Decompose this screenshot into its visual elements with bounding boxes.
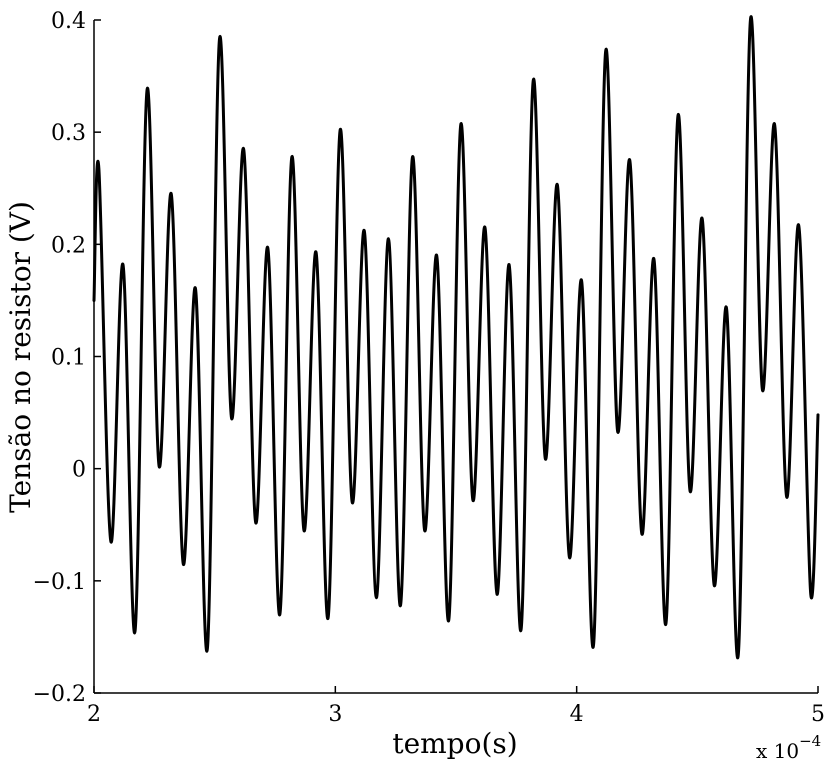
y-tick-label: 0 (72, 458, 86, 483)
y-tick-label: 0.2 (51, 233, 86, 258)
x-tick-label: 4 (570, 702, 584, 727)
y-tick-label: −0.2 (33, 682, 86, 707)
x-tick-label: 3 (328, 702, 342, 727)
y-axis-label: Tensão no resistor (V) (4, 201, 37, 513)
series-line (92, 15, 820, 660)
x-axis-multiplier-exponent: −4 (799, 732, 821, 750)
tick-marks (93, 19, 819, 694)
y-tick-labels: −0.2 −0.1 0 0.1 0.2 0.3 0.4 (33, 9, 86, 707)
x-tick-label: 5 (811, 702, 825, 727)
x-axis-label: tempo(s) (392, 727, 517, 760)
x-tick-label: 2 (87, 702, 101, 727)
y-tick-label: −0.1 (33, 570, 86, 595)
x-tick-labels: 2 3 4 5 (87, 702, 825, 727)
y-tick-label: 0.1 (51, 346, 86, 371)
y-tick-label: 0.4 (51, 9, 86, 34)
x-axis-multiplier: x 10−4 (756, 732, 821, 763)
y-tick-label: 0.3 (51, 121, 86, 146)
